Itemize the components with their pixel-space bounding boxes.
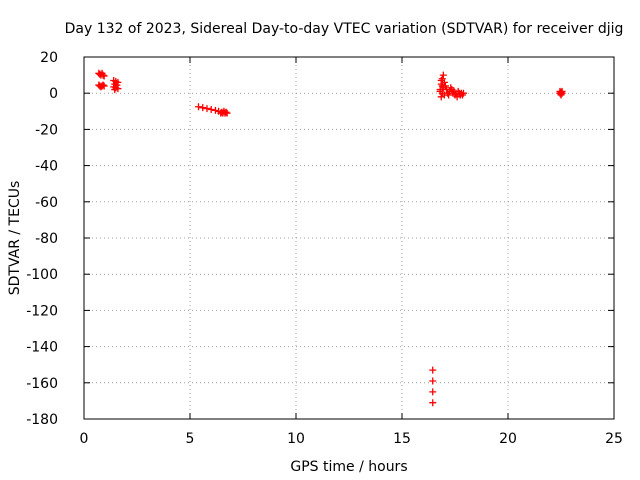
data-point <box>207 105 215 113</box>
data-point <box>439 71 447 79</box>
data-point <box>558 87 566 95</box>
data-point <box>222 108 230 116</box>
data-point <box>99 71 107 79</box>
x-tick-label: 20 <box>499 431 517 447</box>
x-tick-label: 0 <box>80 431 89 447</box>
y-tick-label: 20 <box>40 50 58 66</box>
data-point <box>100 82 108 90</box>
grid <box>84 57 614 419</box>
data-point <box>111 86 119 94</box>
data-point <box>211 106 219 114</box>
y-tick-label: -160 <box>26 376 58 392</box>
data-point <box>99 81 107 89</box>
x-tick-label: 15 <box>393 431 411 447</box>
y-tick-label: -180 <box>26 412 58 428</box>
x-axis-label: GPS time / hours <box>290 459 407 475</box>
y-tick-label: -20 <box>35 122 58 138</box>
y-tick-label: -100 <box>26 267 58 283</box>
data-point <box>100 72 108 80</box>
y-tick-label: -80 <box>35 231 58 247</box>
data-point <box>459 89 467 97</box>
y-axis: 20 0 -20 -40 -60 -80 -100 -120 -140 -160 -180 <box>26 50 614 428</box>
x-tick-label: 25 <box>605 431 623 447</box>
data-point <box>445 91 453 99</box>
data-point <box>437 93 445 101</box>
data-point <box>440 78 448 86</box>
y-tick-label: 0 <box>49 86 58 102</box>
data-point <box>557 91 565 99</box>
data-point <box>199 104 207 112</box>
data-point <box>429 366 437 374</box>
data-points <box>95 69 566 407</box>
data-point <box>223 109 231 117</box>
x-axis: 0 5 10 15 20 25 <box>80 57 623 447</box>
x-tick-label: 5 <box>186 431 195 447</box>
y-tick-label: -120 <box>26 303 58 319</box>
data-point <box>429 388 437 396</box>
y-axis-label: SDTVAR / TECUs <box>7 181 23 296</box>
data-point <box>114 85 122 93</box>
data-point <box>429 399 437 407</box>
y-tick-label: -140 <box>26 340 58 356</box>
data-point <box>441 82 449 90</box>
y-tick-label: -40 <box>35 159 58 175</box>
chart-title: Day 132 of 2023, Sidereal Day-to-day VTE… <box>65 21 624 37</box>
y-tick-label: -60 <box>35 195 58 211</box>
x-tick-label: 10 <box>287 431 305 447</box>
data-point <box>429 377 437 385</box>
data-point <box>194 103 202 111</box>
data-point <box>203 105 211 113</box>
